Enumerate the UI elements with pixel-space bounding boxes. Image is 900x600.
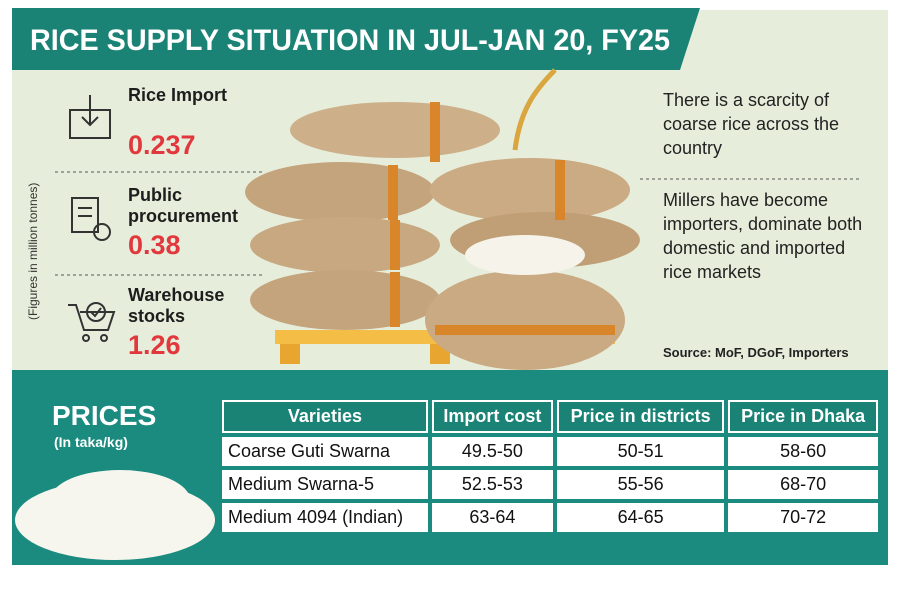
stat-label: Public procurement: [128, 185, 239, 226]
header-row: Varieties Import cost Price in districts Pr…: [222, 400, 878, 433]
column-header: Price in Dhaka: [728, 400, 878, 433]
table-cell: Medium 4094 (Indian): [222, 503, 428, 532]
table-cell: 50-51: [556, 437, 725, 466]
stat-label: Warehouse stocks: [128, 285, 225, 326]
rice-sacks: [245, 68, 640, 370]
side-note: (Figures in million tonnes): [26, 182, 40, 320]
table-cell: 55-56: [556, 470, 725, 499]
table-cell: 68-70: [728, 470, 878, 499]
stat-label: Rice Import: [128, 85, 228, 105]
prices-unit: (In taka/kg): [54, 434, 128, 450]
table-cell: Coarse Guti Swarna: [222, 437, 428, 466]
table-cell: 49.5-50: [431, 437, 553, 466]
table-row: Medium Swarna-5 52.5-53 55-56 68-70: [222, 470, 878, 499]
stat-value: 1.26: [128, 330, 181, 360]
pallet: [280, 344, 300, 364]
table-cell: Medium Swarna-5: [222, 470, 428, 499]
note: There is a scarcity of coarse rice acros…: [663, 90, 840, 158]
icons: [68, 95, 116, 342]
table-cell: 64-65: [556, 503, 725, 532]
table-row: Medium 4094 (Indian) 63-64 64-65 70-72: [222, 503, 878, 532]
title-layer: RICE SUPPLY SITUATION IN JUL-JAN 20, FY2…: [30, 24, 670, 57]
table-cell: 58-60: [728, 437, 878, 466]
column-header: Varieties: [222, 400, 428, 433]
price-table: Varieties Import cost Price in districts Pr…: [218, 396, 882, 536]
source: Source: MoF, DGoF, Importers: [663, 345, 849, 360]
table-row: Coarse Guti Swarna 49.5-50 50-51 58-60: [222, 437, 878, 466]
prices-title: PRICES: [52, 400, 157, 431]
note: Millers have become importers, dominate …: [663, 190, 863, 282]
rice-pile: [15, 470, 215, 560]
column-header: Import cost: [431, 400, 553, 433]
stat-value: 0.38: [128, 230, 181, 260]
title: RICE SUPPLY SITUATION IN JUL-JAN 20, FY2…: [30, 24, 670, 57]
stat-value: 0.237: [128, 130, 196, 160]
title-banner: [12, 8, 700, 70]
table-cell: 63-64: [431, 503, 553, 532]
table-cell: 70-72: [728, 503, 878, 532]
table-cell: 52.5-53: [431, 470, 553, 499]
column-header: Price in districts: [556, 400, 725, 433]
